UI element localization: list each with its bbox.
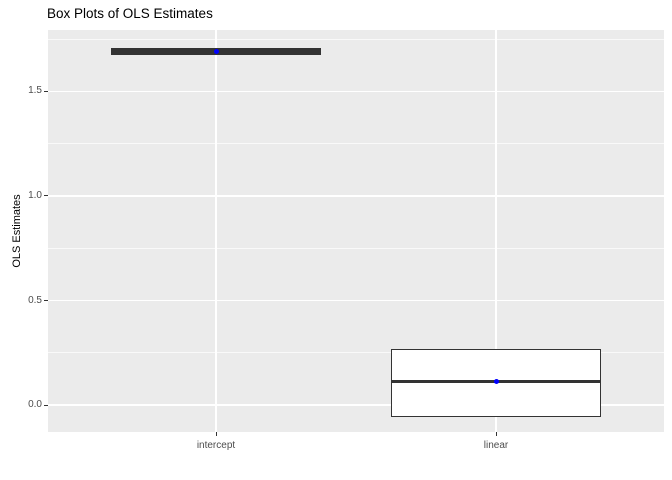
plot-panel [48,30,664,432]
gridline-minor [48,143,664,145]
gridline-major [48,90,664,93]
y-axis-title: OLS Estimates [11,194,23,268]
x-tick-mark [495,432,497,436]
mean-point [493,379,499,385]
y-tick-label: 1.0 [28,189,42,201]
y-tick-mark [44,90,48,92]
gridline-vertical [215,30,217,432]
gridline-minor [48,247,664,249]
plot-title: Box Plots of OLS Estimates [47,6,213,21]
y-tick-label: 1.5 [28,85,42,97]
gridline-vertical [495,30,497,432]
y-tick-mark [44,404,48,406]
gridline-major [48,195,664,197]
x-tick-label: linear [483,440,509,451]
gridline-major [48,404,664,406]
gridline-minor [48,38,664,40]
y-tick-label: 0.0 [28,399,42,411]
gridline-major [48,299,664,302]
x-tick-mark [215,432,217,436]
y-tick-mark [44,195,48,197]
y-tick-label: 0.5 [28,294,42,306]
gridline-minor [48,352,664,354]
y-tick-mark [44,300,48,301]
mean-point [213,49,219,55]
x-tick-label: intercept [196,440,236,451]
